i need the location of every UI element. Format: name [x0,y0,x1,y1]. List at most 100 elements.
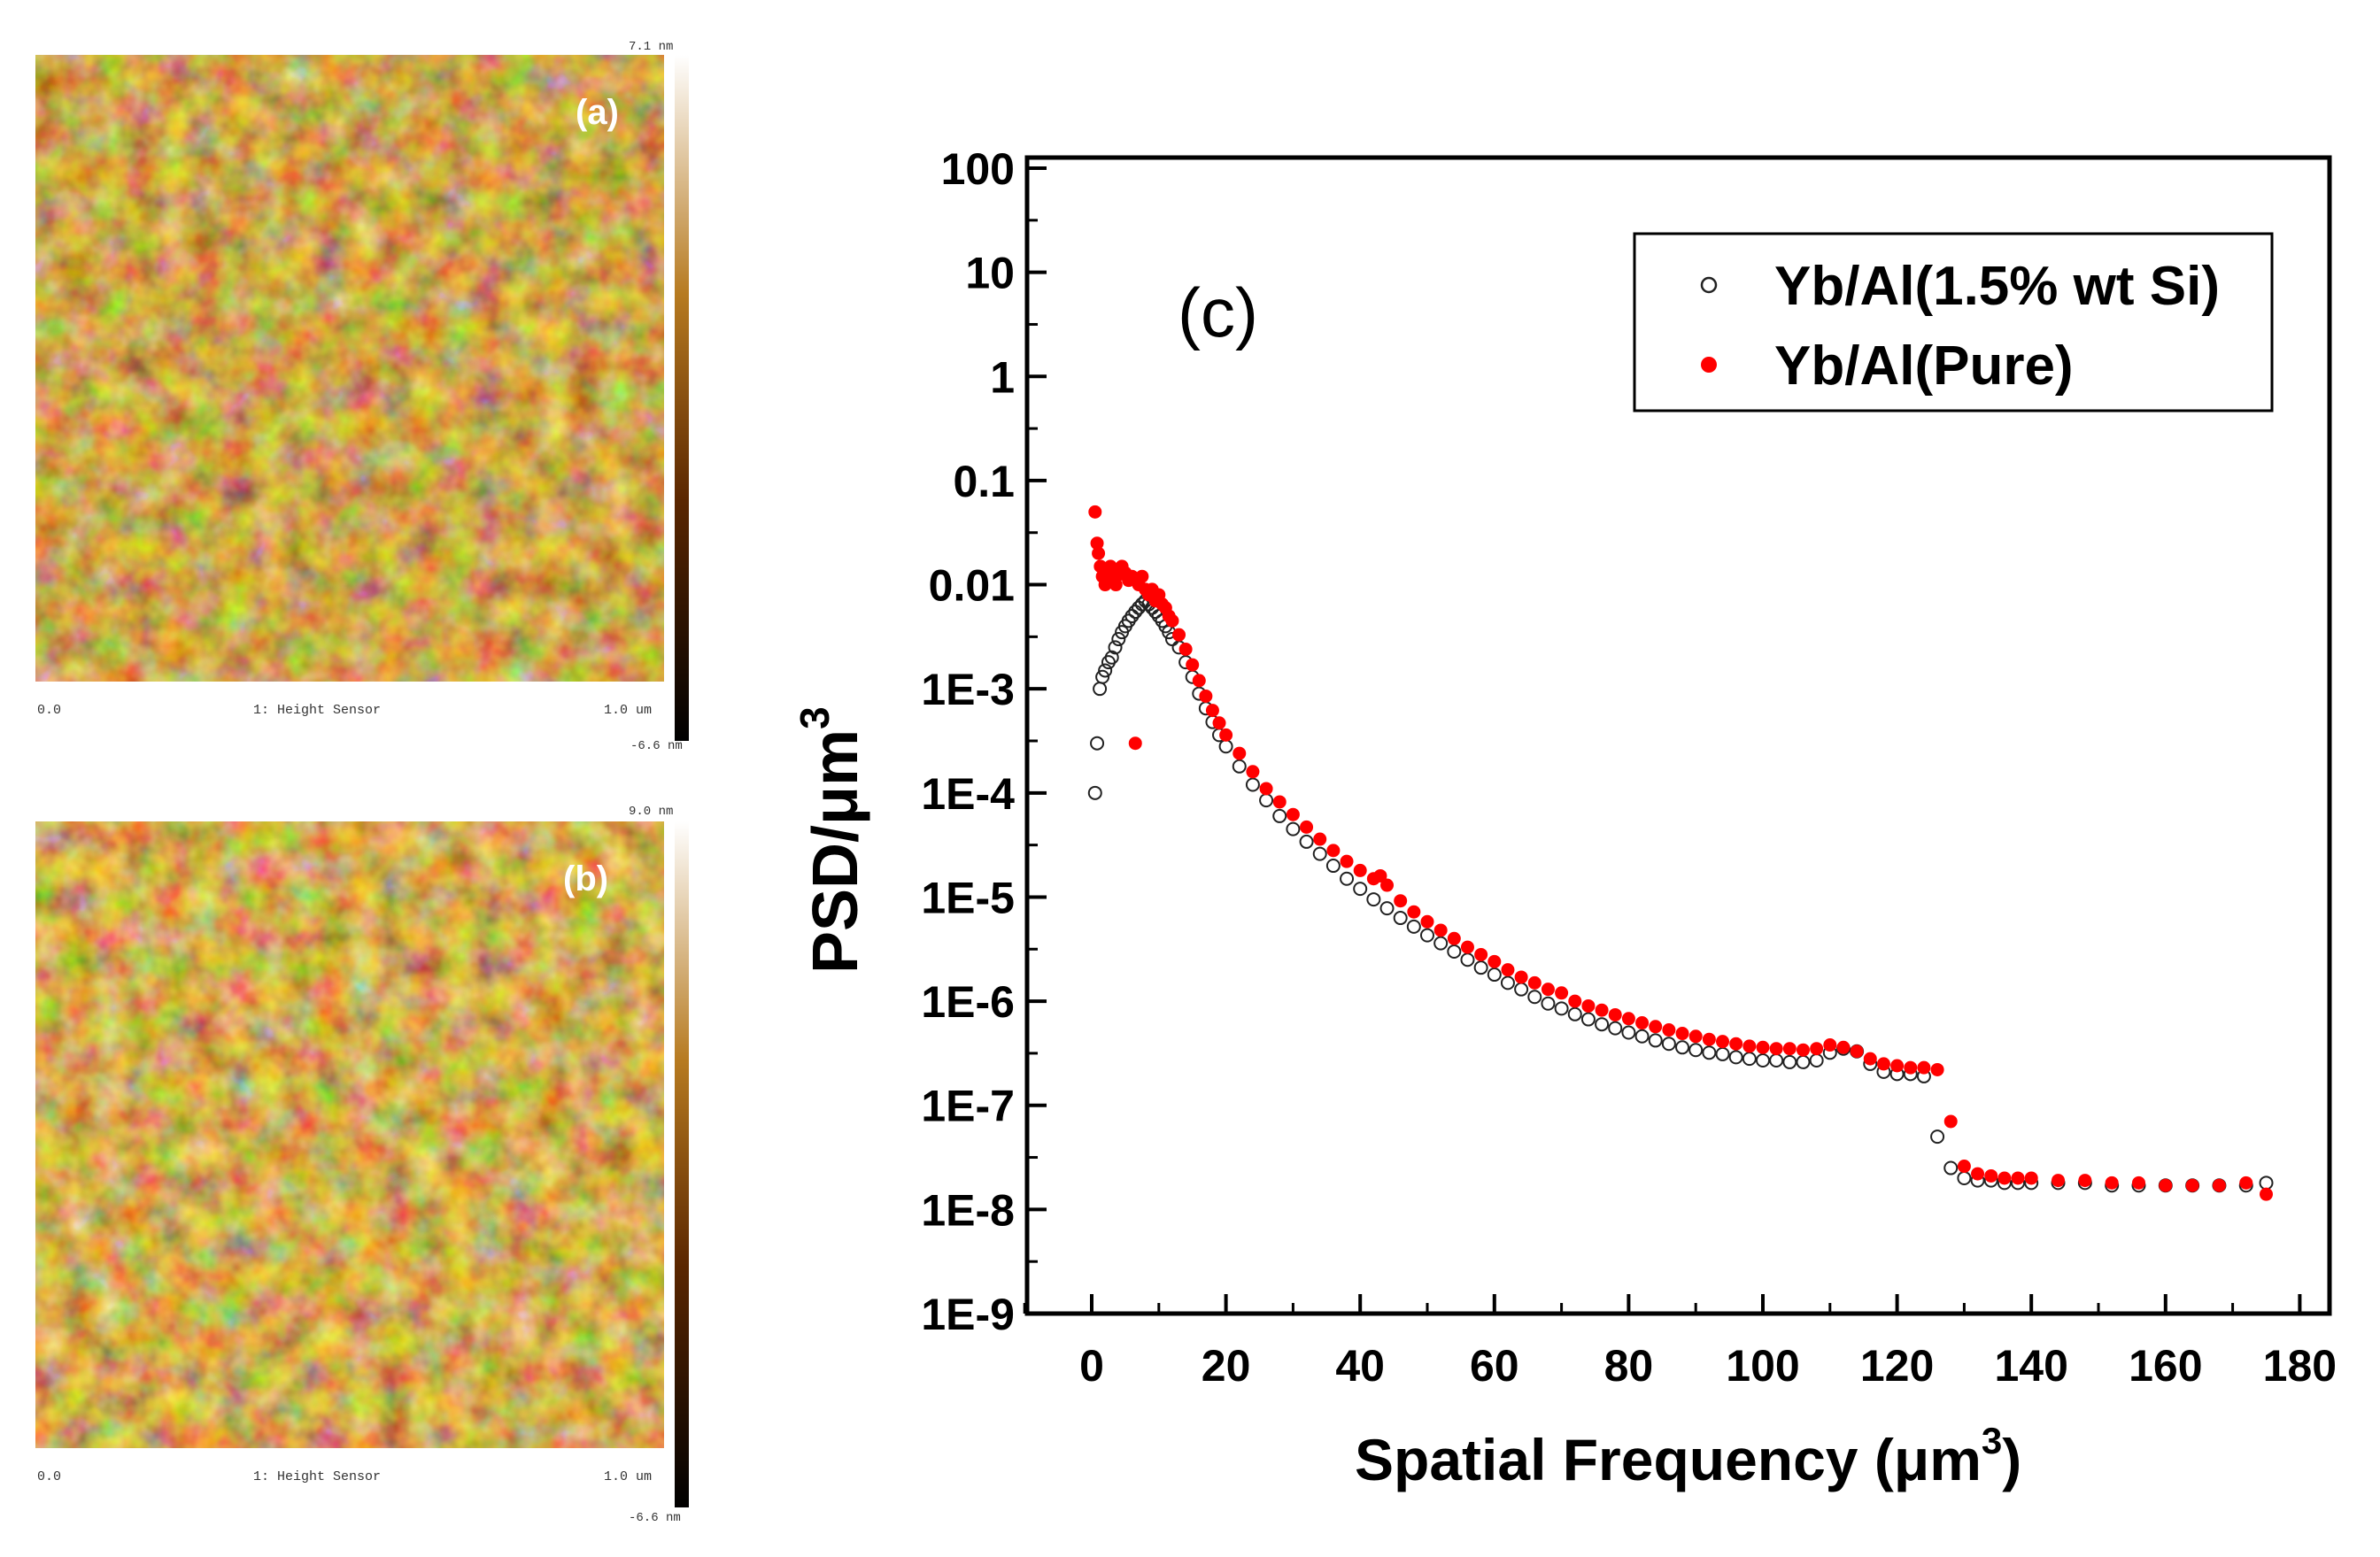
point-pure [1890,1059,1905,1073]
point-pure [1984,1168,1998,1183]
point-si [2259,1175,2274,1191]
point-si [1286,821,1301,836]
point-pure [1433,923,1448,937]
point-pure [1128,736,1142,751]
point-si [1460,952,1475,967]
point-pure [1541,983,1555,997]
afm-label-a: (a) [576,93,619,132]
afm-x-end-b: 1.0 um [604,1469,652,1484]
point-si [1930,1129,1945,1145]
point-pure [1742,1039,1757,1053]
legend-label-si: Yb/Al(1.5% wt Si) [1774,256,2220,317]
point-si [1312,846,1327,861]
y-tick-label: 1E-3 [921,665,1015,714]
point-si [1943,1160,1959,1175]
point-si [1595,1017,1610,1032]
point-pure [1407,905,1421,919]
point-pure [1212,716,1226,730]
point-pure [1998,1171,2012,1185]
afm-x-end-a: 1.0 um [604,703,652,718]
afm-image-a [35,55,664,682]
point-si [1634,1029,1650,1044]
afm-panel-b: (b) 9.0 nm -6.6 nm 0.0 1: Height Sensor … [35,805,689,1525]
point-pure [1971,1167,1985,1181]
point-si [1742,1052,1757,1067]
point-si [1567,1006,1582,1021]
point-pure [1930,1062,1944,1076]
point-pure [2159,1178,2173,1192]
point-pure [1109,578,1123,592]
afm-colorbar-b [675,821,689,1507]
point-pure [1488,954,1502,968]
point-pure [1103,559,1117,574]
y-tick-label: 10 [965,249,1015,298]
point-pure [1340,854,1354,868]
point-pure [1662,1023,1676,1037]
point-pure [2105,1175,2119,1190]
legend: Yb/Al(1.5% wt Si) Yb/Al(Pure) [1633,232,2274,412]
point-si [1379,901,1395,916]
point-pure [1555,986,1569,1000]
point-pure [1088,505,1102,519]
point-pure [1729,1037,1743,1051]
point-pure [2185,1178,2199,1192]
point-pure [1090,536,1104,551]
point-pure [1192,674,1206,688]
point-pure [1823,1038,1837,1052]
afm-label-b: (b) [563,859,608,898]
point-pure [1205,704,1219,718]
plot-frame [1024,155,2332,1316]
point-pure [1863,1052,1877,1066]
y-tick-label: 1E-6 [921,977,1015,1027]
point-pure [1186,658,1200,672]
point-si [1541,996,1556,1011]
afm-colorbar-bottom-b: -6.6 nm [629,1511,681,1525]
x-tick-label: 40 [1335,1341,1385,1391]
point-pure [1810,1042,1824,1056]
afm-x-start-b: 0.0 [37,1469,61,1484]
point-pure [1172,628,1186,642]
psd-chart: 1E-9 1E-8 1E-7 1E-6 1E-5 1E-4 1E-3 0.01 0.1 1 10 10… [792,144,2337,1492]
point-si [1728,1050,1743,1065]
point-pure [1259,782,1273,796]
afm-colorbar-top-a: 7.1 nm [629,40,673,54]
point-pure [1373,868,1387,883]
point-si [1447,944,1462,959]
point-si [1473,960,1488,975]
point-si [1108,640,1123,655]
point-si [1527,990,1542,1005]
point-si [1299,834,1314,849]
point-si [1095,669,1110,684]
x-tick-label: 100 [1726,1341,1799,1391]
x-tick-label: 140 [1994,1341,2067,1391]
point-pure [2011,1171,2025,1185]
y-axis-title-main: PSD/μm [800,729,871,974]
x-axis-title-close: ) [2002,1427,2021,1492]
x-axis-title-sup: 3 [1982,1420,2002,1461]
x-tick-label: 20 [1202,1341,1251,1391]
point-pure [1769,1042,1783,1056]
point-si [1325,859,1341,874]
series-pure [1088,505,2273,1201]
point-pure [1135,569,1149,583]
point-si [1809,1052,1824,1068]
point-pure [1796,1043,1810,1057]
point-si [1796,1054,1811,1069]
point-si [1621,1025,1636,1040]
point-pure [1286,807,1300,821]
point-si [1245,777,1260,792]
point-si [1420,928,1434,943]
point-pure [1514,970,1528,984]
y-axis-title-sup: 3 [792,706,838,729]
point-si [1134,597,1149,612]
point-pure [1246,765,1260,779]
point-si [1366,892,1381,907]
point-pure [1782,1042,1797,1056]
panel-label-c: (c) [1178,274,1258,351]
point-pure [1527,975,1542,990]
point-pure [2024,1171,2038,1185]
series-si [1087,593,2274,1193]
point-si [1580,1012,1596,1027]
y-tick-label: 100 [941,144,1015,194]
x-axis: 0 20 40 60 80 100 120 140 160 180 [1023,1294,2337,1391]
